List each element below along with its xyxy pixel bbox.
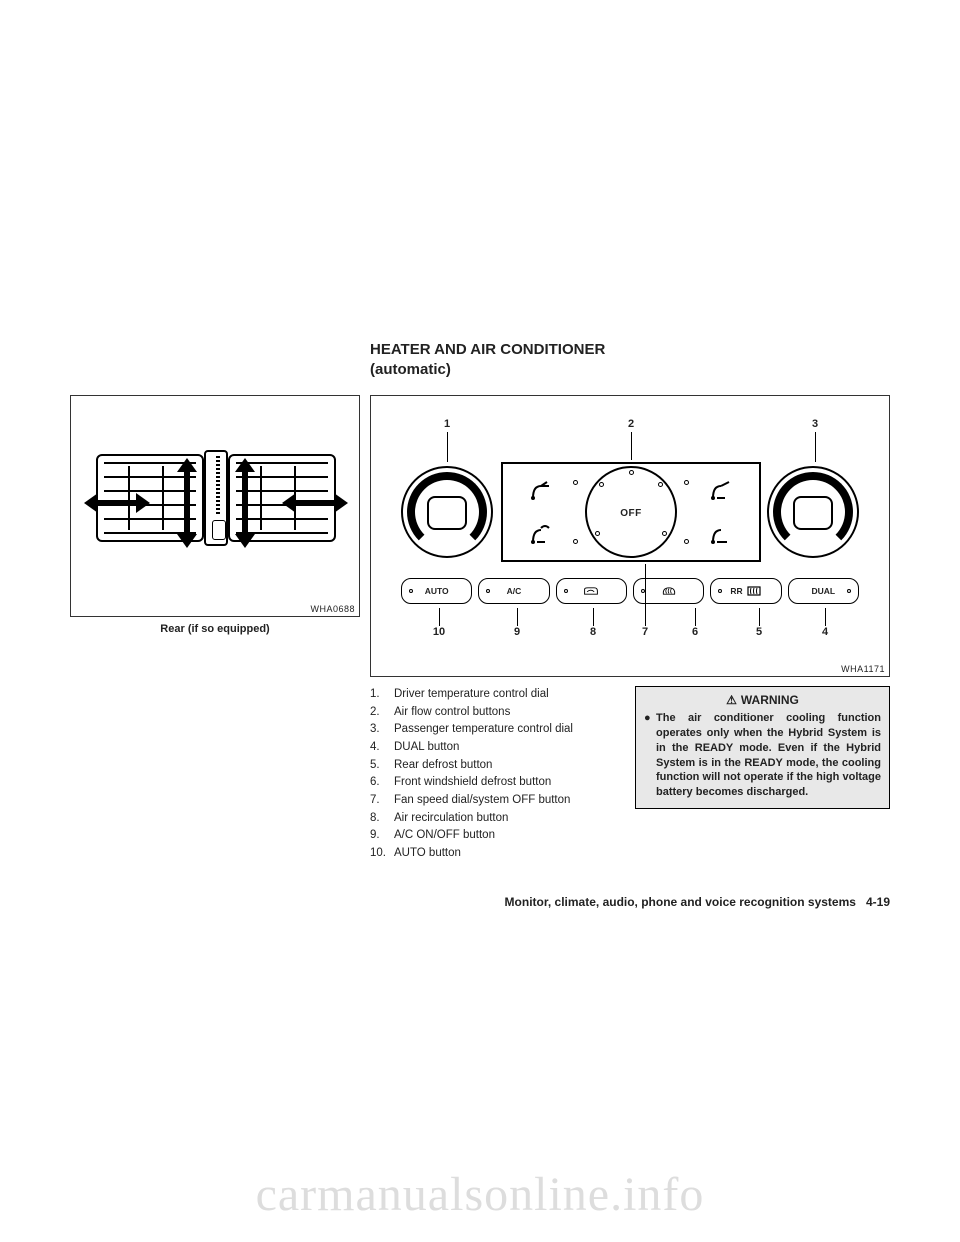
- vent-illustration: [96, 446, 336, 556]
- dual-button: DUAL: [788, 578, 859, 604]
- page-content: HEATER AND AIR CONDITIONER (automatic): [70, 340, 890, 397]
- legend-item: 2.Air flow control buttons: [370, 704, 620, 721]
- callout-1: 1: [437, 418, 457, 430]
- arrow-left-horizontal-icon: [94, 500, 136, 506]
- figure-frame: WHA0688: [70, 395, 360, 617]
- auto-button: AUTO: [401, 578, 472, 604]
- callout-10: 10: [429, 626, 449, 638]
- legend-item: 8.Air recirculation button: [370, 810, 620, 827]
- callout-9: 9: [507, 626, 527, 638]
- ac-button: A/C: [478, 578, 549, 604]
- callout-8: 8: [583, 626, 603, 638]
- chapter-title: Monitor, climate, audio, phone and voice…: [505, 895, 856, 909]
- callout-7: 7: [635, 626, 655, 638]
- arrow-left-vertical-icon: [184, 472, 190, 534]
- mode-foot-icon: [693, 514, 749, 554]
- legend-item: 7.Fan speed dial/system OFF button: [370, 792, 620, 809]
- passenger-temp-dial: [767, 466, 859, 558]
- legend-item: 3.Passenger temperature control dial: [370, 721, 620, 738]
- defrost-icon: [661, 585, 677, 597]
- legend-item: 6.Front windshield defrost button: [370, 774, 620, 791]
- figure-hvac-panel: 1 2 3: [370, 395, 890, 677]
- recirc-button: [556, 578, 627, 604]
- legend-list: 1.Driver temperature control dial 2.Air …: [370, 686, 620, 863]
- figure-frame: 1 2 3: [370, 395, 890, 677]
- page-number: 4-19: [866, 895, 890, 909]
- warning-box: WARNING ● The air conditioner cooling fu…: [635, 686, 890, 809]
- callout-3: 3: [805, 418, 825, 430]
- mode-foot-defrost-icon: [513, 514, 569, 554]
- heading-line2: (automatic): [370, 360, 890, 380]
- callout-2: 2: [621, 418, 641, 430]
- mode-bilevel-icon: [693, 470, 749, 510]
- front-defrost-button: [633, 578, 704, 604]
- watermark: carmanualsonline.info: [0, 1167, 960, 1222]
- legend-item: 10.AUTO button: [370, 845, 620, 862]
- legend-item: 1.Driver temperature control dial: [370, 686, 620, 703]
- heading-line1: HEATER AND AIR CONDITIONER: [370, 340, 890, 360]
- arrow-right-horizontal-icon: [296, 500, 338, 506]
- hvac-panel: OFF: [401, 466, 859, 566]
- recirc-icon: [583, 585, 599, 597]
- legend-item: 5.Rear defrost button: [370, 757, 620, 774]
- button-row: AUTO A/C RR DUAL: [401, 578, 859, 604]
- rear-defrost-icon: [746, 585, 762, 597]
- figure-code: WHA1171: [841, 664, 885, 674]
- callout-5: 5: [749, 626, 769, 638]
- vent-center-divider: [204, 450, 228, 546]
- off-label: OFF: [587, 508, 675, 519]
- rear-defrost-button: RR: [710, 578, 781, 604]
- warning-body: ● The air conditioner cooling function o…: [644, 711, 881, 800]
- warning-title: WARNING: [644, 693, 881, 707]
- page-footer: Monitor, climate, audio, phone and voice…: [70, 895, 890, 909]
- fan-speed-dial: OFF: [585, 466, 677, 558]
- figure-code: WHA0688: [310, 604, 355, 614]
- mode-face-icon: [513, 470, 569, 510]
- figure-caption: Rear (if so equipped): [70, 623, 360, 635]
- legend-item: 4.DUAL button: [370, 739, 620, 756]
- arrow-right-vertical-icon: [242, 472, 248, 534]
- driver-temp-dial: [401, 466, 493, 558]
- figure-rear-vent: WHA0688 Rear (if so equipped): [70, 395, 360, 635]
- section-heading: HEATER AND AIR CONDITIONER (automatic): [370, 340, 890, 379]
- callout-4: 4: [815, 626, 835, 638]
- legend-item: 9.A/C ON/OFF button: [370, 827, 620, 844]
- callout-6: 6: [685, 626, 705, 638]
